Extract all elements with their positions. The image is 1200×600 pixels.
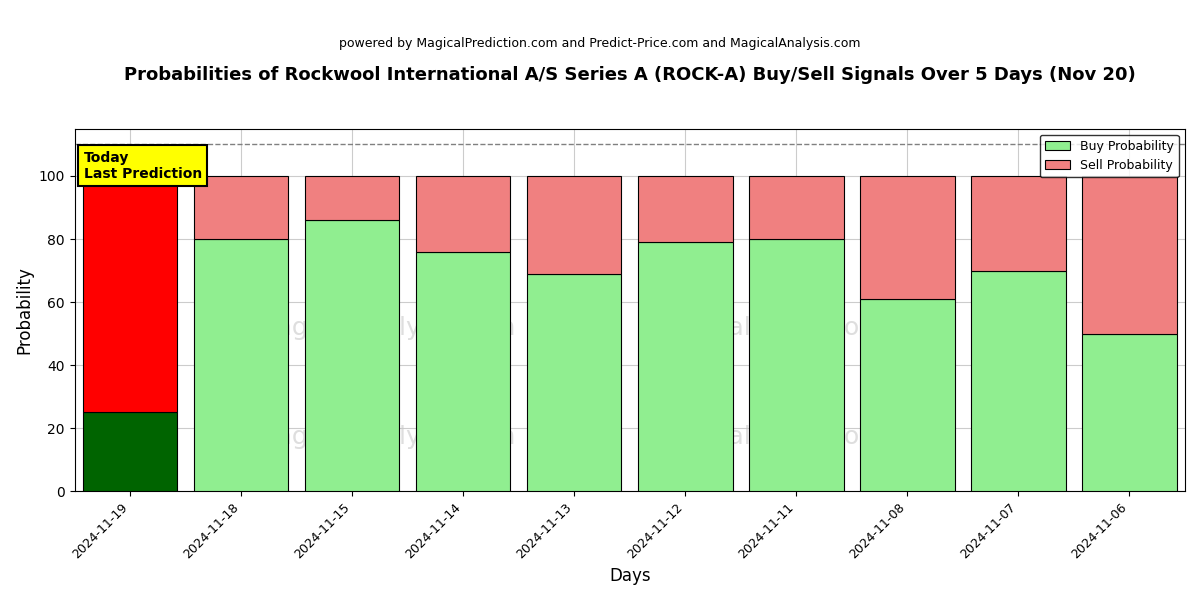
Bar — [749, 239, 844, 491]
Bar — [971, 271, 1066, 491]
Bar — [416, 251, 510, 491]
Text: MagicalAnalysis.com: MagicalAnalysis.com — [256, 316, 516, 340]
Text: MagicalPrediction.com: MagicalPrediction.com — [655, 316, 937, 340]
Bar — [527, 274, 622, 491]
Bar — [638, 242, 732, 491]
Bar — [83, 176, 178, 412]
Text: powered by MagicalPrediction.com and Predict-Price.com and MagicalAnalysis.com: powered by MagicalPrediction.com and Pre… — [340, 37, 860, 50]
Bar — [638, 176, 732, 242]
Bar — [416, 176, 510, 251]
Bar — [194, 176, 288, 239]
Text: MagicalPrediction.com: MagicalPrediction.com — [655, 425, 937, 449]
Bar — [527, 176, 622, 274]
Text: MagicalAnalysis.com: MagicalAnalysis.com — [256, 425, 516, 449]
Bar — [305, 220, 400, 491]
Title: Probabilities of Rockwool International A/S Series A (ROCK-A) Buy/Sell Signals O: Probabilities of Rockwool International … — [124, 66, 1135, 84]
Text: Today
Last Prediction: Today Last Prediction — [84, 151, 202, 181]
Legend: Buy Probability, Sell Probability: Buy Probability, Sell Probability — [1040, 135, 1178, 177]
Bar — [1082, 334, 1177, 491]
Bar — [860, 299, 955, 491]
X-axis label: Days: Days — [610, 567, 650, 585]
Bar — [1082, 176, 1177, 334]
Y-axis label: Probability: Probability — [16, 266, 34, 354]
Bar — [305, 176, 400, 220]
Bar — [749, 176, 844, 239]
Bar — [971, 176, 1066, 271]
Bar — [860, 176, 955, 299]
Bar — [83, 412, 178, 491]
Bar — [194, 239, 288, 491]
